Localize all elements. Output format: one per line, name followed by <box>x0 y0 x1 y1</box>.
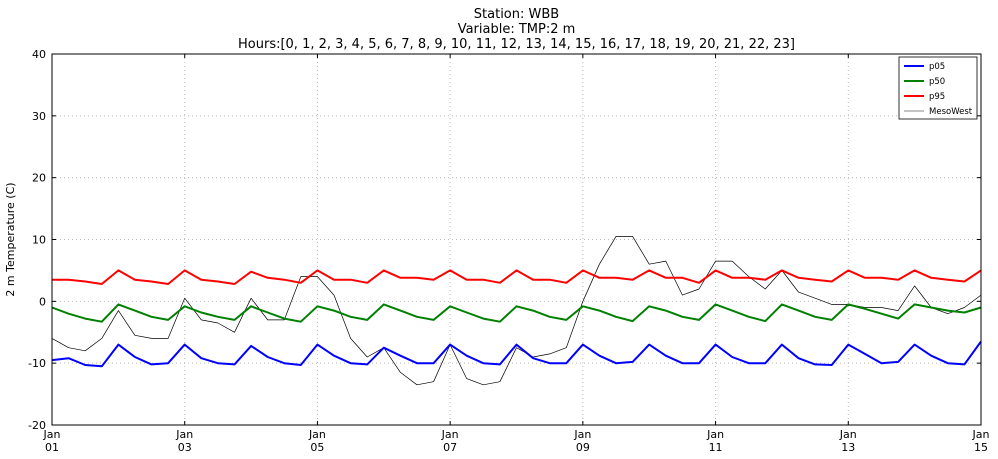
series-line-p05 <box>51 340 982 368</box>
legend-label: MesoWest <box>929 107 973 117</box>
legend: p05 p50 p95 MesoWest <box>898 56 978 120</box>
series-lines <box>51 236 982 386</box>
axis-ticks: -20-10010203040Jan01Jan03Jan05Jan07Jan09… <box>28 48 989 454</box>
x-tick-label: 11 <box>709 441 723 454</box>
x-tick-label: 13 <box>841 441 855 454</box>
x-tick-label: Jan <box>308 428 326 441</box>
series-line-p95 <box>52 269 982 285</box>
y-tick-label: 40 <box>32 48 46 61</box>
y-tick-label: 20 <box>32 172 46 185</box>
title-line: Variable: TMP:2 m <box>458 22 576 37</box>
series-line-p50 <box>51 303 982 323</box>
series-line-mesowest <box>51 236 982 386</box>
title-line: Station: WBB <box>474 7 559 22</box>
chart-grid <box>51 53 982 426</box>
x-tick-label: Jan <box>839 428 857 441</box>
x-tick-label: Jan <box>175 428 193 441</box>
x-tick-label: 15 <box>974 441 988 454</box>
title-line: Hours:[0, 1, 2, 3, 4, 5, 6, 7, 8, 9, 10,… <box>238 37 795 52</box>
y-tick-label: 30 <box>32 110 46 123</box>
x-tick-label: Jan <box>706 428 724 441</box>
x-tick-label: 09 <box>576 441 590 454</box>
x-tick-label: Jan <box>43 428 61 441</box>
y-axis-label: 2 m Temperature (C) <box>4 182 17 296</box>
x-tick-label: 05 <box>310 441 324 454</box>
x-tick-label: 03 <box>178 441 192 454</box>
y-tick-label: -20 <box>28 419 46 432</box>
y-tick-label: -10 <box>28 357 46 370</box>
x-tick-label: Jan <box>972 428 990 441</box>
x-tick-label: Jan <box>573 428 591 441</box>
x-tick-label: 07 <box>443 441 457 454</box>
legend-label: p95 <box>929 92 945 102</box>
legend-box <box>898 56 978 120</box>
y-tick-label: 10 <box>32 234 46 247</box>
x-tick-label: Jan <box>441 428 459 441</box>
legend-label: p50 <box>929 77 945 87</box>
legend-label: p05 <box>929 62 945 72</box>
x-tick-label: 01 <box>45 441 59 454</box>
y-tick-label: 0 <box>39 295 46 308</box>
